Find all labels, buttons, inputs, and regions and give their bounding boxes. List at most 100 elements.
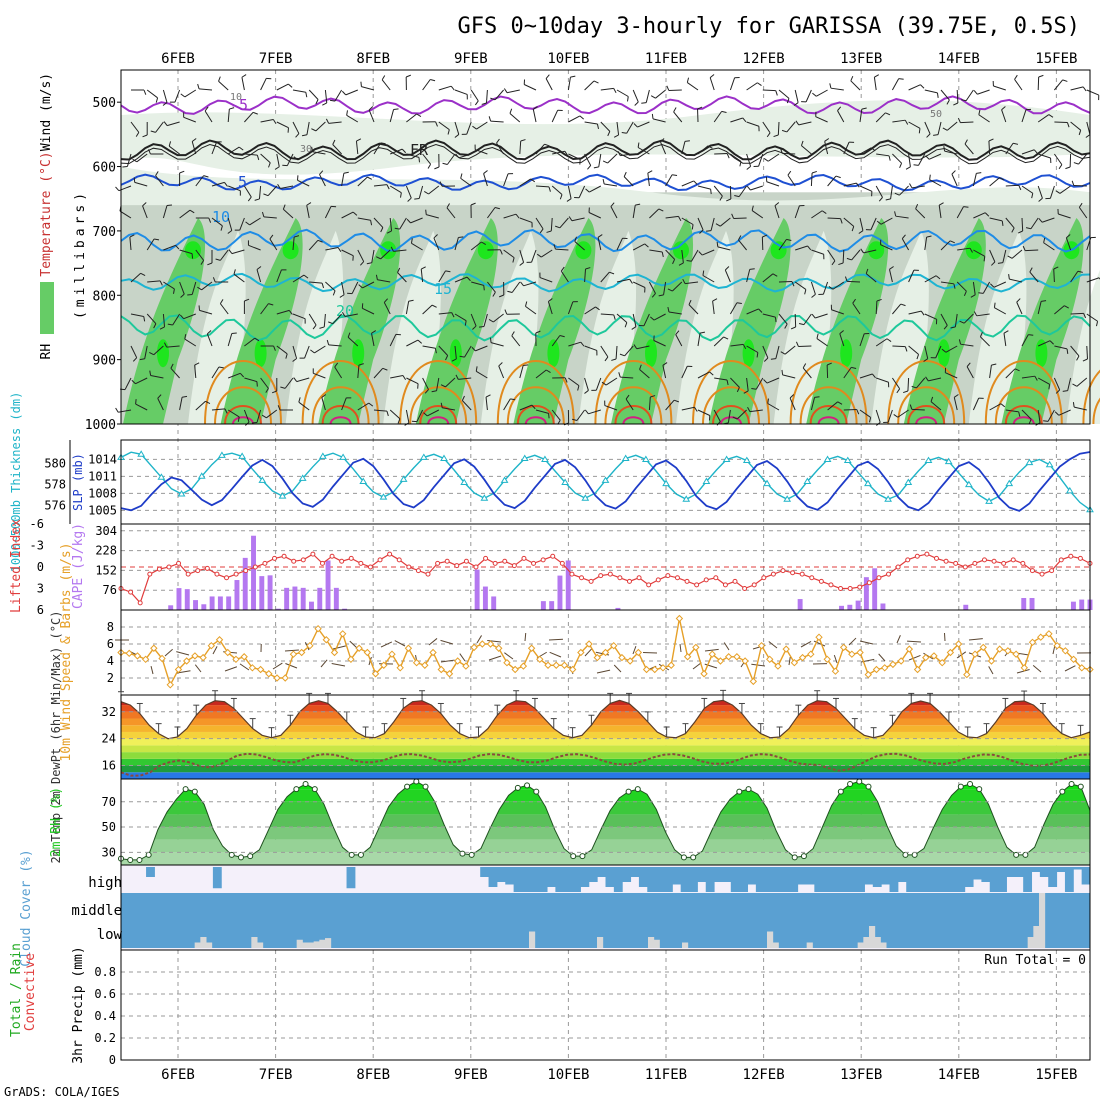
upper-wind-barb bbox=[155, 175, 164, 187]
upper-wind-barb bbox=[470, 89, 479, 102]
upper-wind-barb-flag bbox=[976, 172, 982, 174]
cloud-low-bar bbox=[257, 942, 264, 948]
wind-barb bbox=[923, 652, 934, 660]
upper-wind-barb bbox=[555, 248, 569, 251]
upper-wind-barb bbox=[691, 249, 699, 262]
cloud-low-bar bbox=[869, 926, 876, 948]
rh-point bbox=[745, 786, 752, 793]
upper-wind-barb-flag bbox=[726, 198, 732, 202]
upper-wind-barb-flag bbox=[1066, 122, 1070, 128]
upper-wind-barb-flag bbox=[1078, 130, 1082, 136]
cloud-high-bar bbox=[956, 867, 966, 892]
upper-wind-barb-flag bbox=[1000, 403, 1006, 408]
upper-wind-barb bbox=[351, 281, 359, 294]
upper-wind-barb-flag bbox=[950, 326, 956, 329]
upper-wind-barb bbox=[357, 176, 368, 187]
upper-wind-barb bbox=[908, 345, 919, 355]
wind-speed-point bbox=[872, 665, 881, 674]
rh-ylabel: 2m RH (%) bbox=[49, 787, 64, 857]
upper-wind-barb bbox=[908, 153, 911, 167]
upper-wind-barb-flag bbox=[920, 310, 925, 316]
wind-speed-point bbox=[141, 655, 150, 664]
upper-wind-barb-flag bbox=[762, 234, 768, 238]
upper-wind-barb bbox=[940, 240, 951, 251]
upper-wind-barb-flag bbox=[280, 386, 286, 389]
cape-bar bbox=[259, 576, 265, 610]
upper-wind-barb bbox=[746, 121, 760, 127]
upper-wind-barb bbox=[605, 377, 618, 386]
upper-wind-barb-flag bbox=[215, 258, 221, 261]
lifted-index-point bbox=[1029, 568, 1035, 574]
upper-wind-barb bbox=[446, 207, 456, 219]
cloud-high-bar bbox=[1073, 867, 1083, 870]
wind-speed-point bbox=[831, 667, 840, 675]
upper-wind-barb-flag bbox=[686, 77, 690, 83]
upper-wind-barb bbox=[620, 153, 634, 157]
thickness-point bbox=[641, 455, 650, 463]
upper-wind-barb bbox=[244, 153, 258, 156]
cloud-high-bar bbox=[638, 867, 648, 887]
upper-wind-barb bbox=[972, 281, 976, 295]
upper-wind-barb-flag bbox=[613, 314, 616, 320]
upper-wind-barb-flag bbox=[239, 373, 245, 378]
upper-wind-barb-flag bbox=[770, 358, 776, 360]
upper-wind-barb bbox=[665, 215, 679, 219]
wind-speed-point bbox=[347, 655, 355, 664]
thickness-point bbox=[682, 495, 691, 502]
upper-wind-barb bbox=[308, 89, 319, 100]
rh-core bbox=[673, 241, 689, 260]
lifted-index-point bbox=[387, 551, 393, 557]
rh-dome bbox=[871, 230, 929, 424]
lifted-index-point bbox=[694, 582, 700, 588]
upper-wind-barb bbox=[616, 313, 628, 323]
cape-tick: 152 bbox=[95, 563, 117, 577]
upper-wind-barb bbox=[487, 281, 496, 293]
upper-wind-barb bbox=[389, 409, 401, 420]
upper-wind-barb bbox=[1065, 237, 1072, 251]
wind-speed-point bbox=[823, 655, 831, 664]
upper-wind-barb bbox=[195, 249, 205, 261]
wind-speed-point bbox=[1012, 650, 1020, 658]
upper-wind-barb-flag bbox=[238, 146, 244, 151]
upper-wind-barb bbox=[852, 302, 861, 315]
wind-barb bbox=[679, 643, 682, 653]
upper-wind-barb-flag bbox=[405, 74, 411, 78]
upper-wind-barb-flag bbox=[155, 171, 159, 176]
lifted-index-point bbox=[655, 577, 661, 583]
upper-wind-barb-flag bbox=[885, 198, 891, 201]
upper-wind-barb bbox=[260, 78, 267, 91]
upper-wind-barb-flag bbox=[515, 213, 520, 219]
warm-contour bbox=[594, 360, 673, 425]
rh-layer-upper bbox=[121, 100, 1090, 175]
wind-speed-point bbox=[692, 643, 700, 652]
x-tick-bottom: 15FEB bbox=[1035, 1067, 1077, 1083]
upper-wind-barb-flag bbox=[332, 139, 336, 145]
lifted-index-point bbox=[272, 555, 278, 561]
cloud-high-bar bbox=[605, 867, 615, 887]
rh-point bbox=[967, 781, 974, 788]
warm-contour bbox=[712, 405, 750, 425]
cape-bar bbox=[168, 605, 174, 610]
upper-wind-barb-flag bbox=[673, 107, 677, 113]
lifted-index-point bbox=[914, 553, 920, 559]
upper-wind-barb-flag bbox=[359, 261, 365, 266]
temp-line bbox=[120, 699, 1091, 740]
lifted-index-point bbox=[1010, 557, 1016, 563]
wind-barb bbox=[908, 654, 921, 661]
upper-wind-barb-flag bbox=[871, 373, 876, 379]
warm-contour bbox=[915, 416, 938, 425]
upper-wind-barb bbox=[719, 217, 731, 227]
wind-barb bbox=[723, 642, 730, 651]
upper-wind-barb bbox=[422, 377, 429, 390]
wind-speed-point bbox=[642, 665, 651, 674]
upper-wind-barb-flag bbox=[237, 416, 240, 422]
wind-barb bbox=[285, 663, 298, 669]
rh-point bbox=[533, 788, 540, 795]
upper-wind-barb-flag bbox=[786, 98, 790, 104]
cloud-low-bar bbox=[880, 942, 887, 948]
upper-wind-barb-flag bbox=[953, 102, 959, 106]
upper-wind-barb-flag bbox=[579, 115, 584, 120]
upper-wind-barb-flag bbox=[439, 181, 443, 187]
upper-wind-barb-flag bbox=[492, 291, 496, 297]
warm-contour bbox=[817, 416, 840, 425]
